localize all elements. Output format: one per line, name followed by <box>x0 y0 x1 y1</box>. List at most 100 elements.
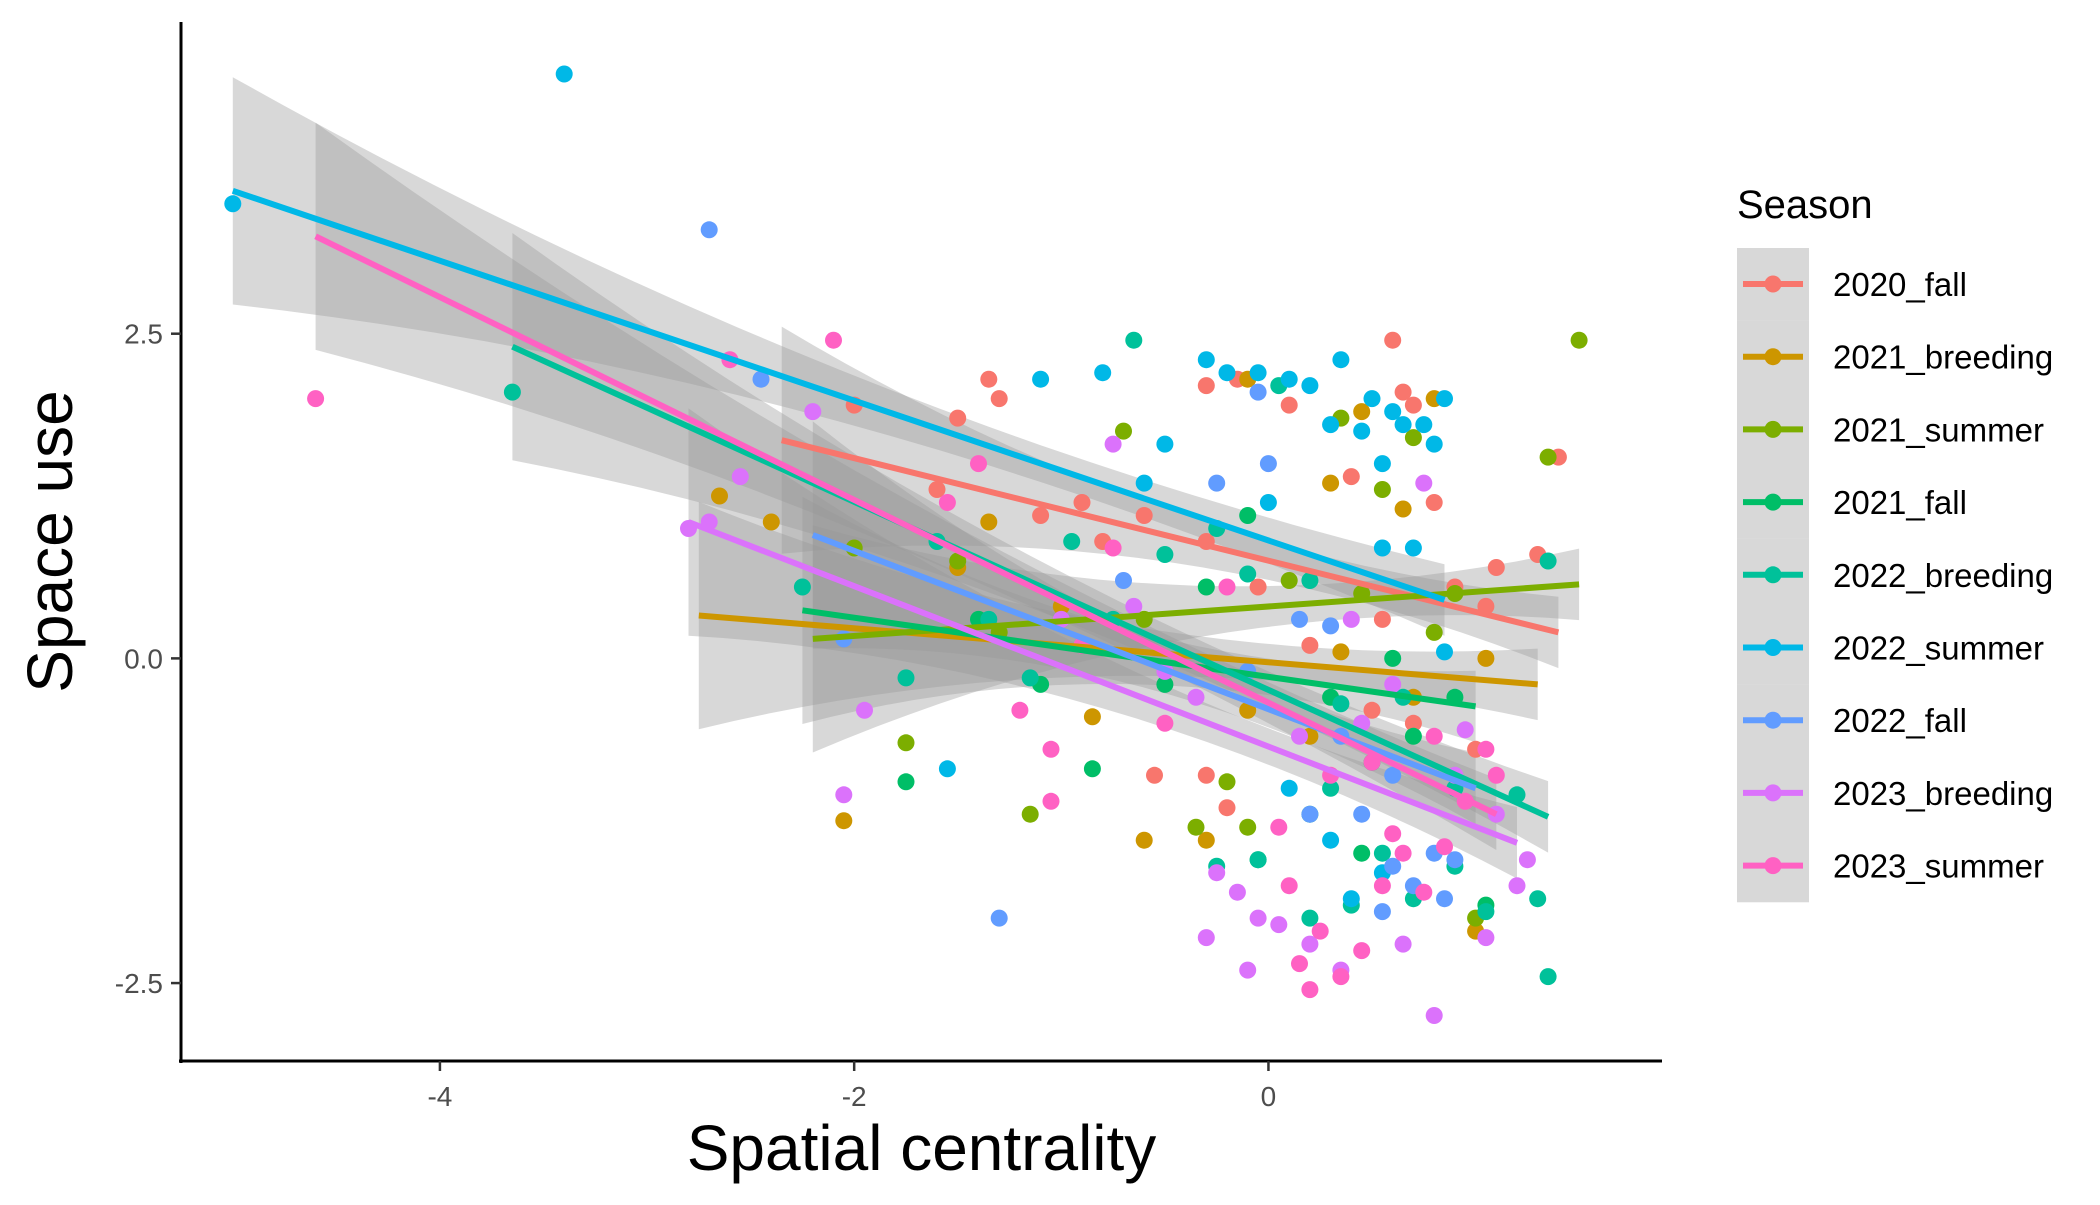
data-point-2023_summer <box>1218 578 1236 596</box>
data-point-2020_fall <box>1404 714 1422 732</box>
legend-key-point-2021_summer <box>1764 420 1782 438</box>
data-point-2023_breeding <box>856 701 873 719</box>
legend-key-point-2023_summer <box>1764 857 1782 875</box>
data-point-2020_fall <box>1249 578 1267 596</box>
data-point-2022_breeding <box>1021 669 1039 687</box>
data-point-2022_fall <box>1259 455 1277 473</box>
data-point-2022_summer <box>1280 370 1298 388</box>
data-point-2023_breeding <box>1104 435 1122 453</box>
data-point-2020_fall <box>1342 468 1360 486</box>
data-point-2022_fall <box>1322 617 1340 635</box>
data-point-2022_summer <box>1373 539 1391 557</box>
data-point-2020_fall <box>1197 766 1215 784</box>
data-point-2022_summer <box>1156 435 1174 453</box>
data-point-2022_summer <box>1384 403 1402 421</box>
data-point-2023_summer <box>1301 981 1319 999</box>
data-point-2022_fall <box>1208 474 1226 492</box>
data-point-2022_breeding <box>793 578 811 596</box>
data-point-2022_breeding <box>1156 546 1174 563</box>
data-point-2022_fall <box>1301 805 1319 823</box>
data-point-2021_breeding <box>1083 708 1101 726</box>
data-point-2020_fall <box>1373 610 1391 628</box>
data-point-2022_summer <box>1322 416 1340 434</box>
data-point-2021_breeding <box>711 487 728 505</box>
data-point-2023_breeding <box>1384 675 1402 693</box>
data-point-2022_summer <box>1032 370 1050 388</box>
data-point-2022_fall <box>1249 383 1267 401</box>
data-point-2023_summer <box>1042 792 1060 810</box>
data-point-2023_breeding <box>1394 935 1412 953</box>
data-point-2022_summer <box>1373 455 1391 473</box>
legend-label-2021_breeding: 2021_breeding <box>1833 339 2053 376</box>
data-point-2022_breeding <box>503 383 521 401</box>
data-point-2021_breeding <box>1477 649 1495 667</box>
data-point-2022_breeding <box>1125 331 1143 349</box>
data-point-2021_breeding <box>1332 643 1350 661</box>
data-point-2023_breeding <box>1342 610 1360 628</box>
legend-key-point-2022_breeding <box>1764 566 1782 584</box>
y-tick-label: 2.5 <box>124 319 163 350</box>
data-point-2022_fall <box>752 370 770 388</box>
data-point-2021_summer <box>949 552 967 570</box>
data-point-2022_summer <box>1425 435 1443 453</box>
data-point-2021_breeding <box>835 812 853 830</box>
data-point-2022_fall <box>1436 890 1453 908</box>
legend-label-2022_breeding: 2022_breeding <box>1833 557 2053 594</box>
data-point-2021_breeding <box>1197 831 1215 849</box>
data-point-2021_summer <box>1539 448 1557 466</box>
data-point-2022_fall <box>1353 805 1371 823</box>
data-point-2022_summer <box>1197 351 1215 369</box>
data-point-2022_breeding <box>1301 572 1319 589</box>
y-axis-title: Space use <box>14 390 86 692</box>
data-point-2023_summer <box>1156 714 1174 732</box>
data-point-2022_fall <box>1446 851 1464 869</box>
legend-key-point-2021_breeding <box>1764 348 1782 366</box>
data-point-2020_fall <box>1384 331 1402 349</box>
data-point-2022_fall <box>1291 610 1308 628</box>
data-point-2023_breeding <box>1291 727 1308 745</box>
fit-line-2022_summer <box>231 187 1446 603</box>
data-point-2022_summer <box>1135 474 1153 492</box>
x-axis-title: Spatial centrality <box>687 1112 1157 1184</box>
data-point-2020_fall <box>1363 701 1381 719</box>
data-point-2021_breeding <box>1135 831 1153 849</box>
x-tick-label: 0 <box>1261 1081 1277 1112</box>
regression-lines <box>231 187 1580 846</box>
legend: Season 2020_fall 2021_breeding 2021_summer… <box>1737 183 2053 903</box>
data-point-2021_summer <box>1239 818 1257 836</box>
data-point-2023_breeding <box>1187 688 1205 706</box>
data-point-2021_breeding <box>1394 500 1412 518</box>
data-point-2022_summer <box>1415 416 1433 434</box>
data-point-2023_summer <box>1311 922 1329 940</box>
data-point-2023_breeding <box>1518 851 1536 869</box>
data-point-2023_summer <box>1270 818 1288 836</box>
data-point-2022_summer <box>555 65 573 83</box>
data-point-2023_breeding <box>1239 961 1257 979</box>
data-point-2023_breeding <box>1508 877 1526 895</box>
data-point-2021_breeding <box>1322 474 1340 492</box>
data-point-2022_breeding <box>1249 851 1267 869</box>
data-point-2021_summer <box>1021 805 1039 823</box>
data-point-2021_summer <box>897 734 915 752</box>
data-point-2023_summer <box>1104 539 1122 557</box>
data-point-2021_breeding <box>762 513 780 531</box>
data-point-2022_summer <box>1332 351 1350 369</box>
data-point-2023_summer <box>1280 877 1298 895</box>
data-point-2023_breeding <box>1208 864 1226 882</box>
data-point-2021_summer <box>1373 481 1391 498</box>
data-point-2023_summer <box>307 390 325 408</box>
data-point-2020_fall <box>990 390 1008 408</box>
data-point-2022_summer <box>1342 890 1360 908</box>
legend-key-point-2021_fall <box>1764 493 1782 511</box>
data-point-2022_breeding <box>1529 890 1547 908</box>
data-point-2023_breeding <box>1228 883 1246 901</box>
data-point-2022_fall <box>700 221 718 239</box>
data-point-2023_breeding <box>1425 1007 1443 1024</box>
data-point-2023_breeding <box>1301 935 1319 953</box>
data-point-2021_fall <box>1384 649 1402 667</box>
data-point-2023_summer <box>1011 701 1029 719</box>
data-point-2023_breeding <box>1456 721 1474 739</box>
data-point-2022_summer <box>1436 390 1453 408</box>
legend-label-2023_summer: 2023_summer <box>1833 848 2044 885</box>
data-point-2021_fall <box>1083 760 1101 778</box>
